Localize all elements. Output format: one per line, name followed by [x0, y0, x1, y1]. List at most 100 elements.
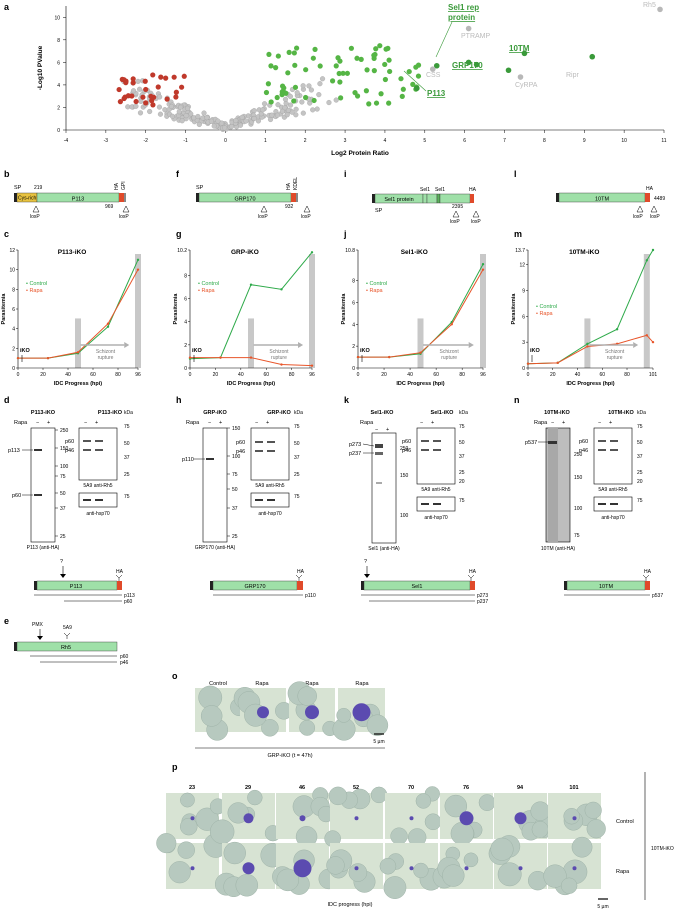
- svg-text:p273: p273: [349, 442, 361, 448]
- svg-text:p60: p60: [402, 439, 411, 445]
- volcano-x-tick-label: 3: [344, 138, 347, 144]
- y-label: Parasitemia: [511, 293, 517, 325]
- parasite: [242, 862, 255, 875]
- marker-label: 37: [60, 506, 66, 512]
- volcano-point: [178, 104, 184, 110]
- svg-text:+: +: [219, 420, 222, 426]
- y-tick-label: 4: [352, 322, 355, 328]
- legend-rapa: • Rapa: [26, 288, 44, 294]
- iko-tag: iKO: [192, 348, 203, 354]
- parasite: [352, 703, 371, 722]
- series-point: [310, 364, 314, 367]
- y-tick-label: 12: [9, 248, 15, 254]
- y-label: Parasitemia: [341, 293, 347, 325]
- series-point: [450, 323, 453, 326]
- volcano-point: [282, 96, 289, 102]
- volcano-point-up: [382, 61, 388, 68]
- volcano-point-down: [133, 98, 139, 105]
- svg-text:5A9 anti-Rh5: 5A9 anti-Rh5: [255, 483, 284, 489]
- y-tick-label: 4: [184, 320, 187, 326]
- y-tick-label: 9: [522, 288, 525, 294]
- svg-text:20: 20: [459, 479, 465, 485]
- series-line-rapa: [527, 334, 654, 365]
- y-tick-label: 10.8: [345, 248, 355, 254]
- volcano-point-up: [337, 58, 343, 64]
- volcano-grey-points: [121, 76, 339, 132]
- volcano-point-down: [143, 86, 149, 93]
- label-10tm: 10TM: [509, 44, 530, 53]
- x-tick-label: 80: [624, 372, 630, 378]
- volcano-point-hit-grey: [465, 25, 472, 32]
- svg-text:250: 250: [400, 446, 409, 452]
- volcano-point-up: [310, 55, 316, 61]
- svg-text:p237: p237: [477, 599, 488, 605]
- volcano-point: [319, 76, 326, 82]
- svg-text:150: 150: [574, 475, 583, 481]
- series-point: [586, 345, 589, 348]
- volcano-point: [316, 92, 322, 98]
- x-tick-label: 0: [189, 372, 192, 378]
- volcano-point: [306, 83, 312, 89]
- rbc: [276, 868, 300, 892]
- volcano-point: [293, 112, 299, 118]
- panel-label-l: l: [514, 169, 517, 179]
- label-cyrpa: CyRPA: [515, 82, 538, 89]
- svg-text:−: −: [255, 420, 258, 426]
- y-tick-label: 8: [184, 273, 187, 279]
- volcano-point-up: [265, 81, 271, 87]
- growth-title: 10TM-iKO: [569, 249, 599, 256]
- series-point: [249, 283, 253, 286]
- rbc: [297, 686, 317, 706]
- volcano-x-tick-label: 2: [304, 138, 307, 144]
- volcano-point: [133, 103, 139, 109]
- svg-text:HA: HA: [116, 569, 124, 575]
- svg-text:75: 75: [294, 494, 300, 500]
- volcano-point: [211, 123, 217, 129]
- svg-text:HA: HA: [644, 569, 652, 575]
- volcano-point-up: [371, 52, 377, 58]
- svg-text:p46: p46: [120, 660, 129, 666]
- x-tick-label: 96: [309, 372, 315, 378]
- volcano-point: [157, 94, 163, 100]
- volcano-x-tick-label: -3: [104, 138, 109, 144]
- svg-text:p537: p537: [652, 593, 663, 599]
- svg-text:Sel1: Sel1: [411, 584, 422, 590]
- volcano-y-tick-label: 10: [54, 15, 60, 21]
- volcano-point-hit-grey: [429, 66, 436, 72]
- volcano-point: [284, 112, 290, 118]
- svg-text:Cys-rich: Cys-rich: [18, 196, 37, 202]
- label-ripr: Ripr: [566, 72, 580, 79]
- volcano-point-down: [181, 73, 187, 79]
- x-tick-label: 40: [238, 372, 244, 378]
- volcano-point: [333, 97, 339, 103]
- volcano-point-up: [358, 56, 364, 62]
- svg-text:IDC progress (hpi): IDC progress (hpi): [328, 902, 373, 908]
- volcano-point: [162, 107, 168, 113]
- svg-text:10TM: 10TM: [599, 584, 613, 590]
- y-tick-label: 6: [184, 297, 187, 303]
- rbc: [223, 841, 246, 865]
- volcano-plot: -4 -3 -2 -1 0 1 2 3 4 5 6 7 8 9 10 11 0 2 4 6 8 10 Log2 Prot…: [37, 2, 667, 157]
- svg-text:kDa: kDa: [637, 410, 646, 416]
- volcano-point-up: [312, 46, 318, 52]
- volcano-point: [237, 122, 244, 128]
- svg-text:5A9: 5A9: [63, 625, 72, 631]
- svg-text:loxP: loxP: [471, 219, 481, 225]
- svg-text:5A9 anti-Rh5: 5A9 anti-Rh5: [83, 483, 112, 489]
- volcano-point: [275, 102, 281, 108]
- y-label: Parasitemia: [1, 293, 7, 325]
- volcano-point-up: [387, 68, 393, 75]
- svg-text:100: 100: [574, 506, 583, 512]
- volcano-point-up: [329, 78, 336, 84]
- schizont-bar: [480, 254, 486, 368]
- schizont-label: Schizont: [440, 349, 460, 355]
- x-tick-label: 20: [213, 372, 219, 378]
- label-sel1-line2: protein: [448, 13, 475, 22]
- micrograph-tile: [494, 793, 556, 841]
- y-tick-label: 6: [12, 307, 15, 313]
- rbc: [200, 705, 223, 727]
- volcano-x-tick-label: -4: [64, 138, 69, 144]
- volcano-point-up: [274, 94, 280, 101]
- volcano-point: [137, 86, 143, 92]
- micrograph-tile: [385, 786, 442, 847]
